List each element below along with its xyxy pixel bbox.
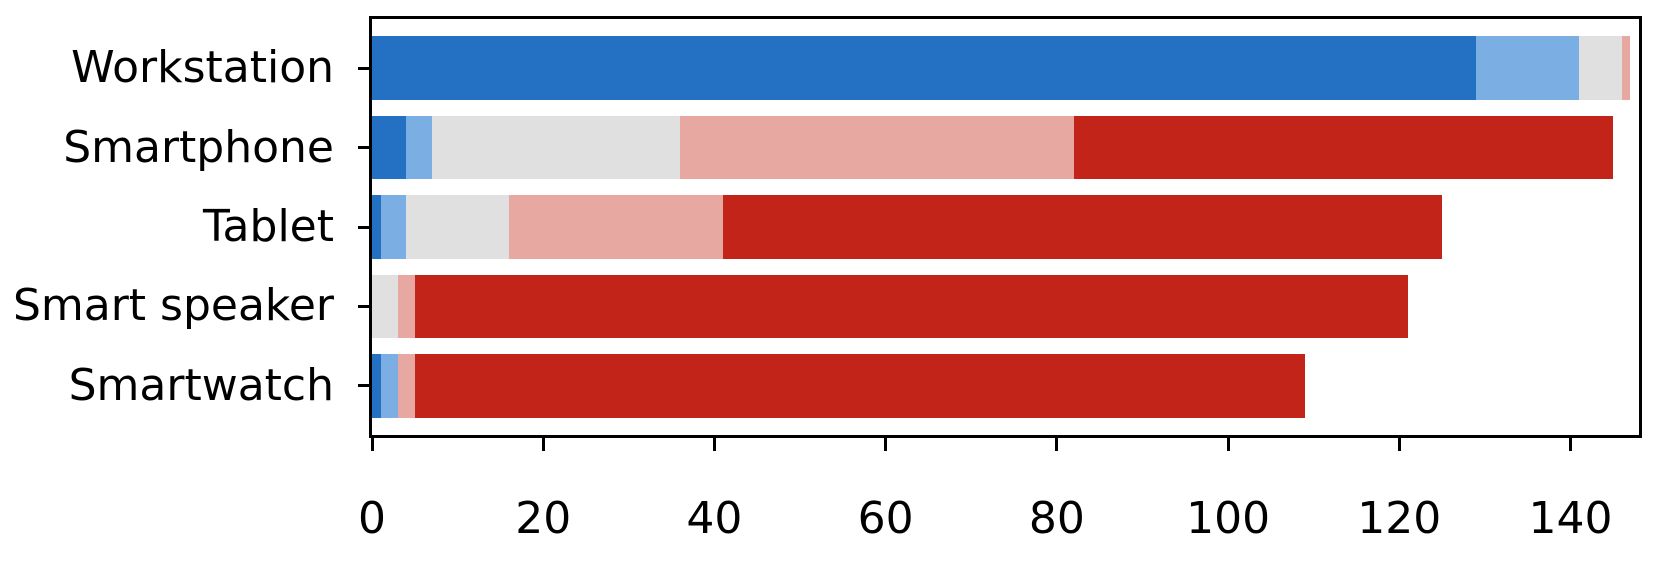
y-tick-mark [358, 66, 369, 70]
y-tick-mark [358, 146, 369, 150]
bar-segment-light-red [397, 274, 415, 339]
bar-segment-strong-blue [372, 354, 381, 418]
bar-row-smart-speaker [372, 274, 1408, 339]
bar-segment-strong-blue [372, 195, 381, 259]
y-tick-mark [358, 384, 369, 388]
bar-segment-light-blue [1476, 36, 1580, 100]
x-tick-label: 60 [857, 493, 914, 544]
bar-segment-light-blue [406, 115, 432, 180]
x-tick-mark [1569, 438, 1572, 451]
bar-segment-neutral-gray [431, 115, 681, 180]
y-tick-mark [358, 304, 369, 308]
bar-row-workstation [372, 36, 1631, 100]
bar-row-smartwatch [372, 354, 1306, 418]
y-label-smart-speaker: Smart speaker [12, 280, 334, 332]
x-tick-label: 0 [358, 493, 386, 544]
x-tick-mark [712, 438, 716, 451]
y-label-smartphone: Smartphone [63, 121, 334, 173]
bar-segment-neutral-gray [1579, 36, 1622, 100]
bar-row-tablet [372, 195, 1443, 259]
bar-segment-strong-blue [372, 115, 407, 180]
bar-segment-neutral-gray [406, 195, 509, 259]
x-tick-label: 80 [1028, 493, 1085, 544]
bar-segment-neutral-gray [372, 274, 398, 339]
bar-row-smartphone [372, 115, 1614, 180]
bar-segment-strong-blue [372, 36, 1477, 100]
x-tick-label: 40 [686, 493, 743, 544]
y-label-tablet: Tablet [202, 201, 334, 252]
bar-segment-strong-red [414, 354, 1306, 418]
x-tick-mark [1397, 438, 1401, 451]
x-tick-mark [541, 438, 545, 451]
y-label-smartwatch: Smartwatch [68, 359, 334, 411]
y-tick-mark [358, 225, 369, 229]
bar-segment-strong-red [1073, 115, 1614, 180]
bar-segment-light-blue [380, 354, 398, 418]
plot-area [369, 16, 1642, 438]
x-tick-label: 100 [1186, 493, 1271, 544]
bar-segment-light-red [1621, 36, 1631, 100]
bar-segment-light-red [680, 115, 1074, 180]
x-tick-mark [1226, 438, 1230, 451]
y-label-workstation: Workstation [71, 42, 334, 94]
bar-segment-strong-red [414, 274, 1408, 339]
x-tick-label: 120 [1357, 493, 1442, 544]
bar-segment-light-blue [380, 195, 407, 259]
x-tick-mark [884, 438, 888, 451]
bar-segment-light-red [508, 195, 723, 259]
bar-segment-light-red [397, 354, 415, 418]
x-tick-label: 20 [515, 493, 572, 544]
x-tick-label: 140 [1528, 493, 1613, 544]
x-tick-mark [370, 438, 374, 451]
x-tick-mark [1055, 438, 1059, 451]
bar-segment-strong-red [722, 195, 1443, 259]
